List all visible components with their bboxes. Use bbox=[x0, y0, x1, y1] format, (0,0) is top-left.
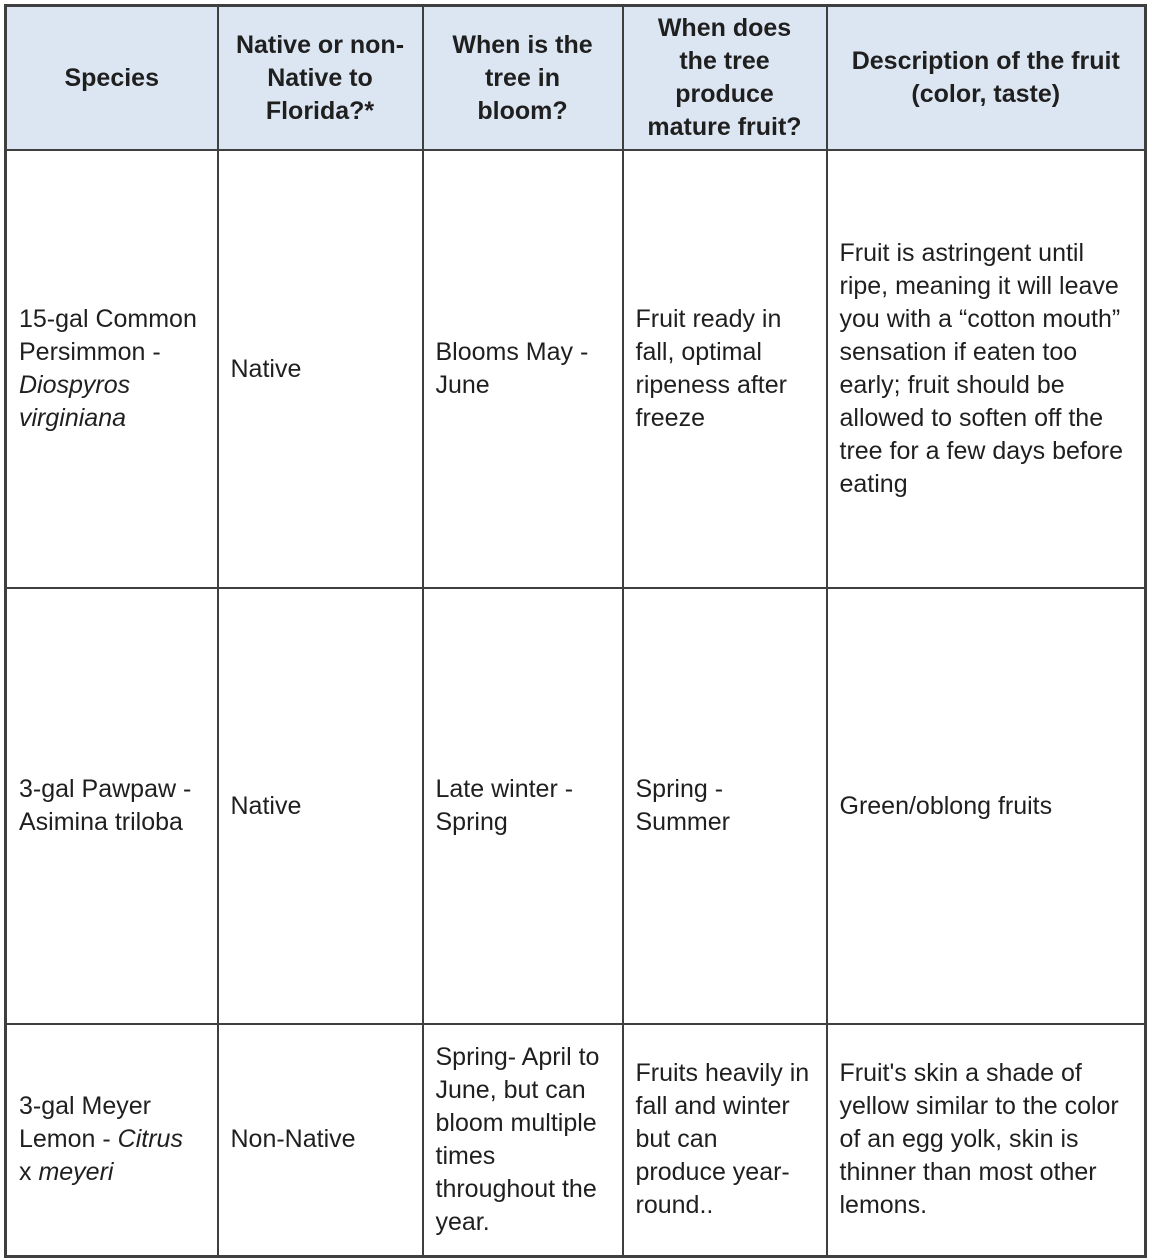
bloom-cell: Spring- April to June, but can bloom mul… bbox=[421, 1023, 624, 1257]
native-cell: Native bbox=[216, 149, 424, 589]
species-name-latin: Diospyros virginiana bbox=[19, 371, 131, 432]
header-description: Description of the fruit (color, taste) bbox=[825, 4, 1147, 151]
native-cell: Native bbox=[216, 587, 424, 1025]
header-bloom: When is the tree in bloom? bbox=[421, 4, 624, 151]
species-name-latin: Citrus bbox=[117, 1125, 183, 1154]
fruit-trees-table: Species Native or non-Native to Florida?… bbox=[4, 4, 1147, 1258]
species-name-cross: x bbox=[19, 1158, 39, 1187]
species-name-plain: 3-gal Pawpaw - Asimina triloba bbox=[19, 775, 192, 836]
header-mature-fruit: When does the tree produce mature fruit? bbox=[621, 4, 828, 151]
bloom-cell: Late winter - Spring bbox=[421, 587, 624, 1025]
description-cell: Fruit's skin a shade of yellow similar t… bbox=[825, 1023, 1147, 1257]
species-cell: 3-gal Meyer Lemon - Citrus x meyeri bbox=[4, 1023, 219, 1257]
table-row-pawpaw: 3-gal Pawpaw - Asimina triloba Native La… bbox=[4, 587, 1147, 1025]
table-row-persimmon: 15-gal Common Persimmon - Diospyros virg… bbox=[4, 149, 1147, 589]
description-cell: Green/oblong fruits bbox=[825, 587, 1147, 1025]
header-row: Species Native or non-Native to Florida?… bbox=[4, 4, 1147, 151]
species-name-plain: 3-gal Meyer Lemon - bbox=[19, 1092, 151, 1154]
mature-fruit-cell: Spring - Summer bbox=[621, 587, 828, 1025]
mature-fruit-cell: Fruits heavily in fall and winter but ca… bbox=[621, 1023, 828, 1257]
header-native: Native or non-Native to Florida?* bbox=[216, 4, 424, 151]
mature-fruit-cell: Fruit ready in fall, optimal ripeness af… bbox=[621, 149, 828, 589]
species-cell: 15-gal Common Persimmon - Diospyros virg… bbox=[4, 149, 219, 589]
species-name-plain: 15-gal Common Persimmon - bbox=[19, 305, 197, 366]
table-header: Species Native or non-Native to Florida?… bbox=[4, 4, 1147, 151]
native-cell: Non-Native bbox=[216, 1023, 424, 1257]
table-body: 15-gal Common Persimmon - Diospyros virg… bbox=[4, 149, 1147, 1257]
header-species: Species bbox=[4, 4, 219, 151]
description-cell: Fruit is astringent until ripe, meaning … bbox=[825, 149, 1147, 589]
species-cell: 3-gal Pawpaw - Asimina triloba bbox=[4, 587, 219, 1025]
species-name-latin-epithet: meyeri bbox=[38, 1158, 114, 1187]
table-row-meyer-lemon: 3-gal Meyer Lemon - Citrus x meyeri Non-… bbox=[4, 1023, 1147, 1257]
bloom-cell: Blooms May - June bbox=[421, 149, 624, 589]
